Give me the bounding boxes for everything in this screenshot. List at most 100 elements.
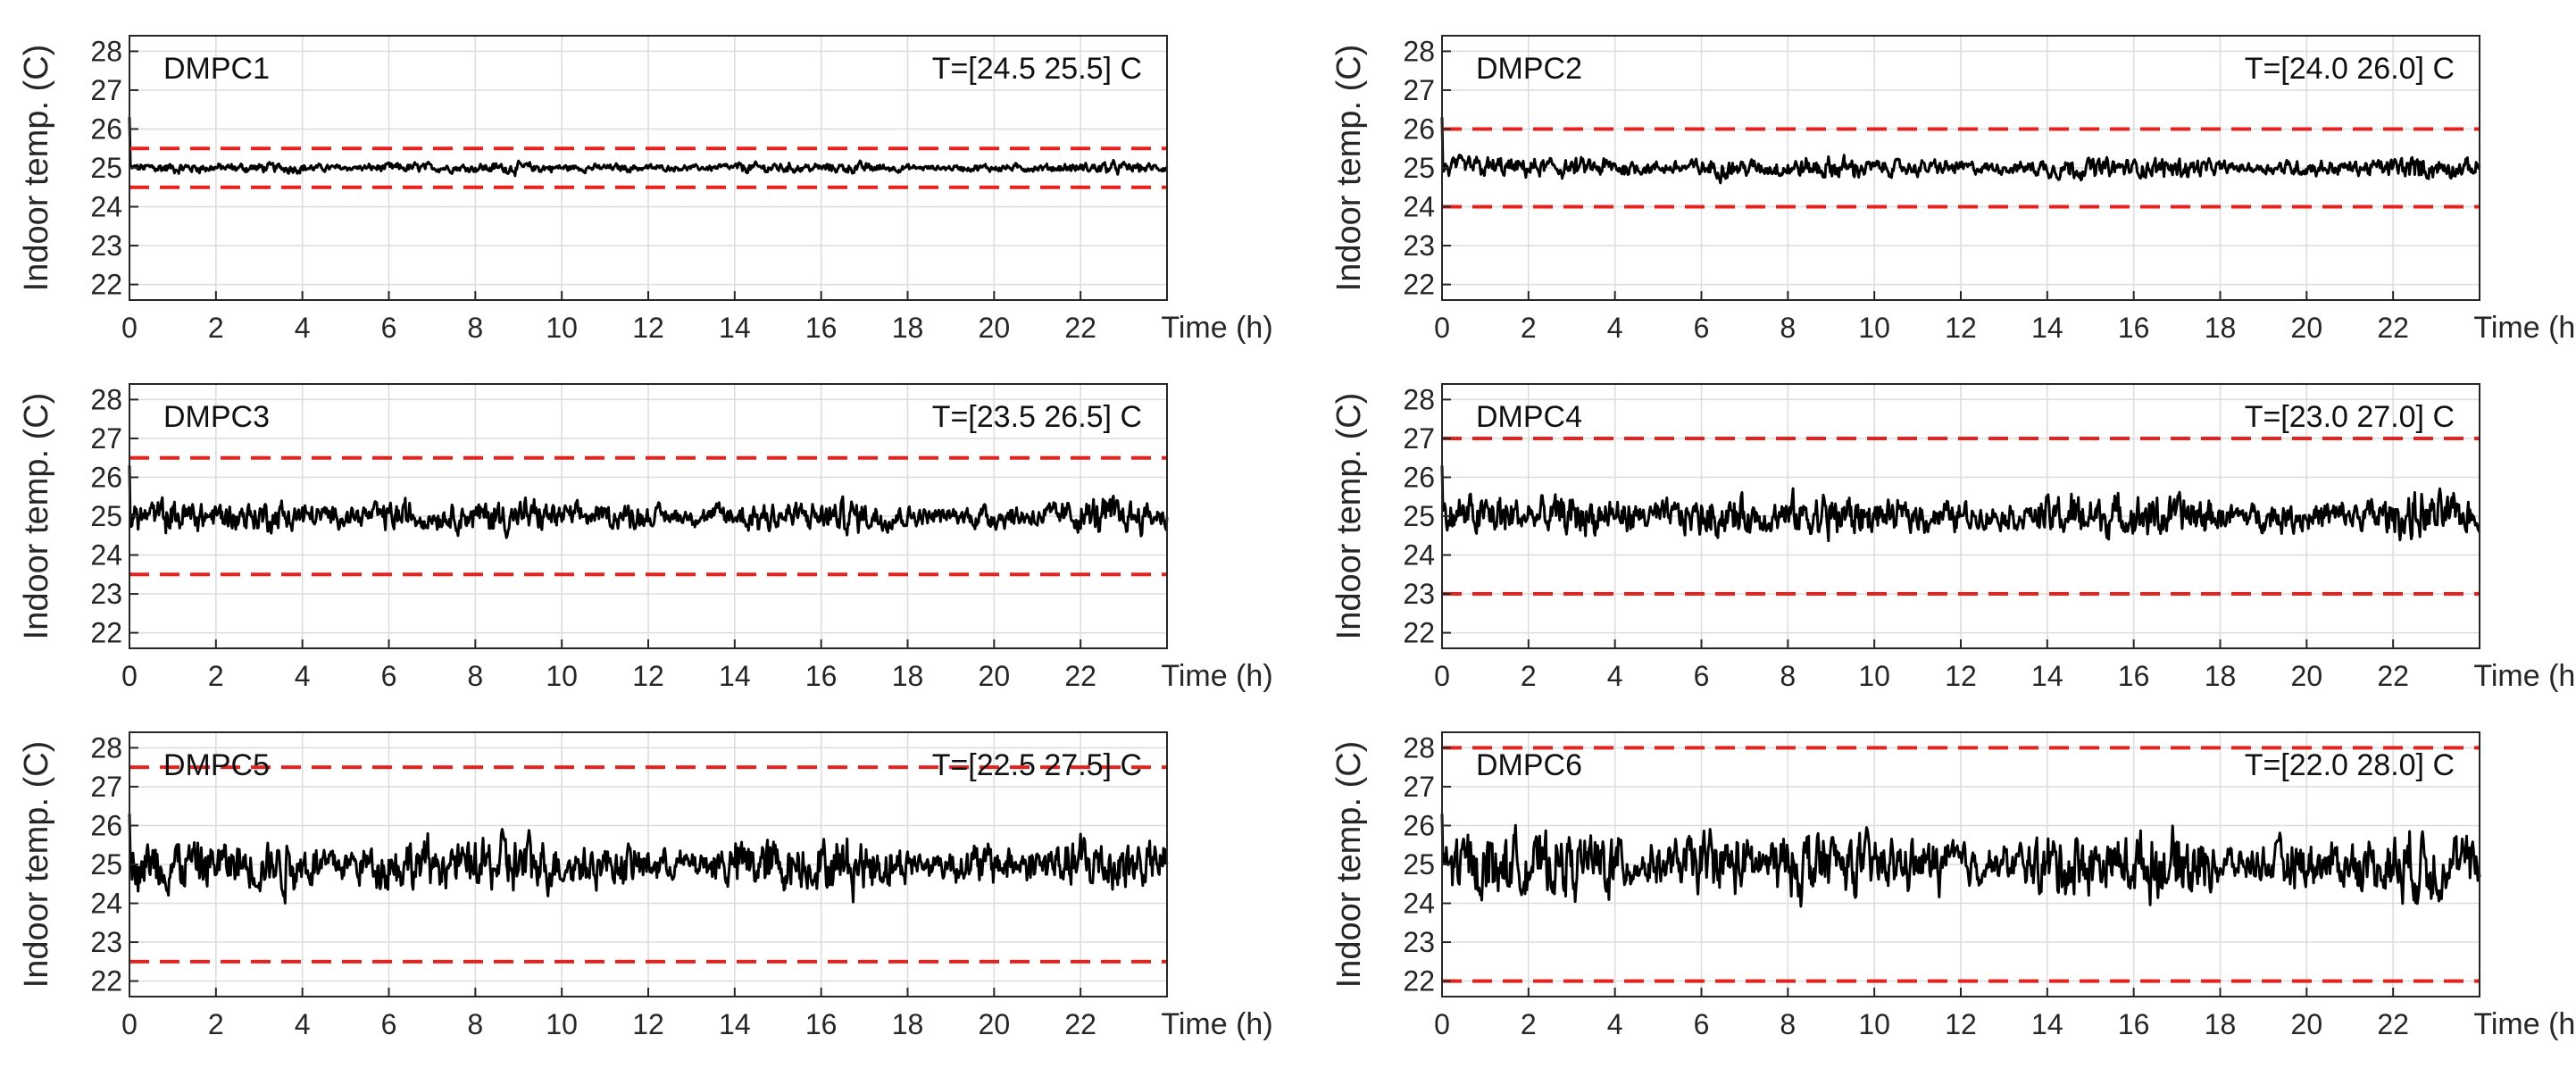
x-tick-label: 10 [546, 660, 578, 692]
x-tick-label: 0 [1434, 660, 1450, 692]
y-tick-label: 26 [1403, 113, 1435, 145]
x-tick-label: 4 [1607, 660, 1623, 692]
y-axis-label: Indoor temp. (C) [18, 393, 55, 640]
y-tick-label: 23 [1403, 926, 1435, 958]
x-tick-label: 0 [121, 660, 138, 692]
x-axis-label: Time (h) [2473, 659, 2576, 693]
x-tick-label: 2 [208, 660, 224, 692]
y-axis-label: Indoor temp. (C) [1330, 393, 1368, 640]
x-tick-label: 22 [1064, 660, 1096, 692]
range-label: T=[24.5 25.5] C [932, 52, 1142, 86]
y-tick-label: 22 [90, 617, 122, 649]
y-tick-label: 26 [90, 113, 122, 145]
y-tick-label: 26 [90, 809, 122, 841]
y-tick-label: 25 [1403, 500, 1435, 532]
y-tick-label: 26 [90, 461, 122, 493]
x-tick-label: 22 [2377, 660, 2409, 692]
x-tick-label: 2 [208, 1008, 224, 1040]
range-label: T=[23.5 26.5] C [932, 400, 1142, 434]
y-tick-label: 24 [90, 888, 122, 920]
y-tick-label: 22 [90, 269, 122, 301]
x-tick-label: 16 [805, 660, 838, 692]
x-axis-label: Time (h) [1161, 311, 1272, 345]
x-tick-label: 22 [1064, 312, 1096, 344]
x-tick-label: 8 [1780, 312, 1796, 344]
x-tick-label: 14 [2031, 1008, 2063, 1040]
controller-label: DMPC1 [163, 52, 270, 86]
x-tick-label: 6 [1694, 660, 1710, 692]
x-tick-label: 18 [2205, 1008, 2237, 1040]
y-tick-label: 27 [90, 422, 122, 455]
x-tick-label: 16 [805, 1008, 838, 1040]
y-tick-label: 27 [1403, 771, 1435, 803]
y-axis-label: Indoor temp. (C) [1330, 45, 1368, 292]
range-label: T=[22.5 27.5] C [932, 748, 1142, 782]
y-tick-label: 27 [90, 771, 122, 803]
x-tick-label: 16 [2118, 1008, 2150, 1040]
x-tick-label: 10 [1858, 312, 1890, 344]
x-tick-label: 18 [892, 1008, 924, 1040]
y-tick-label: 24 [1403, 888, 1435, 920]
x-tick-label: 20 [979, 1008, 1011, 1040]
x-tick-label: 8 [1780, 660, 1796, 692]
x-tick-label: 4 [295, 660, 311, 692]
temperature-series-line [128, 465, 1169, 539]
x-tick-label: 10 [1858, 660, 1890, 692]
x-tick-label: 18 [892, 660, 924, 692]
x-tick-label: 12 [1945, 660, 1977, 692]
y-tick-label: 22 [90, 965, 122, 997]
y-tick-label: 28 [90, 731, 122, 764]
y-tick-label: 28 [90, 383, 122, 415]
x-tick-label: 6 [381, 660, 397, 692]
y-tick-label: 24 [1403, 539, 1435, 572]
temperature-series-line [1440, 465, 2481, 543]
x-tick-label: 2 [1521, 1008, 1537, 1040]
x-tick-label: 8 [467, 660, 483, 692]
x-tick-label: 0 [121, 312, 138, 344]
x-tick-label: 20 [2291, 312, 2323, 344]
x-tick-label: 14 [719, 1008, 751, 1040]
x-tick-label: 18 [2205, 660, 2237, 692]
y-tick-label: 23 [1403, 578, 1435, 610]
y-tick-label: 25 [90, 848, 122, 881]
y-tick-label: 26 [1403, 809, 1435, 841]
x-tick-label: 2 [1521, 312, 1537, 344]
range-label: T=[24.0 26.0] C [2245, 52, 2455, 86]
x-tick-label: 20 [2291, 660, 2323, 692]
y-tick-label: 28 [1403, 383, 1435, 415]
y-axis-label: Indoor temp. (C) [18, 741, 55, 989]
x-tick-label: 4 [1607, 312, 1623, 344]
x-tick-label: 16 [2118, 312, 2150, 344]
x-tick-label: 10 [546, 312, 578, 344]
temperature-series-line [1440, 117, 2481, 185]
x-tick-label: 6 [1694, 312, 1710, 344]
x-tick-label: 14 [719, 660, 751, 692]
y-tick-label: 27 [1403, 422, 1435, 455]
x-axis-label: Time (h) [1161, 1007, 1272, 1041]
x-tick-label: 2 [1521, 660, 1537, 692]
x-tick-label: 14 [2031, 312, 2063, 344]
y-tick-label: 25 [1403, 152, 1435, 184]
y-tick-label: 22 [1403, 965, 1435, 997]
x-tick-label: 22 [2377, 312, 2409, 344]
x-tick-label: 16 [2118, 660, 2150, 692]
x-tick-label: 2 [208, 312, 224, 344]
y-tick-label: 28 [90, 35, 122, 67]
x-tick-label: 18 [892, 312, 924, 344]
y-axis-label: Indoor temp. (C) [18, 45, 55, 292]
x-tick-label: 18 [2205, 312, 2237, 344]
controller-label: DMPC4 [1476, 400, 1582, 434]
controller-label: DMPC6 [1476, 748, 1582, 782]
y-tick-label: 24 [1403, 191, 1435, 223]
range-label: T=[22.0 28.0] C [2245, 748, 2455, 782]
y-tick-label: 26 [1403, 461, 1435, 493]
range-label: T=[23.0 27.0] C [2245, 400, 2455, 434]
